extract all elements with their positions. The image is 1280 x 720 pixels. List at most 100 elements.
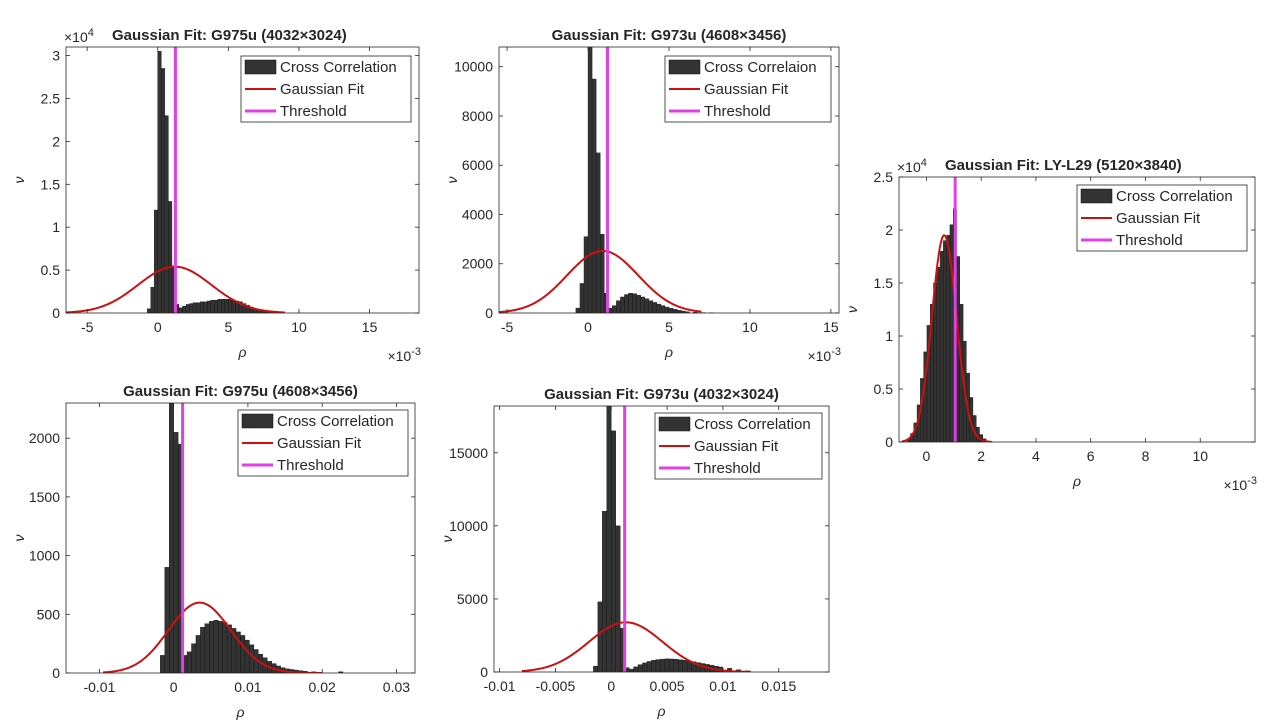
chart-panel-5: -0.01 -0.005 0 0.005 0.01 0.015 0 5000 10000 1500… xyxy=(439,386,830,719)
x-tick-label: 0.02 xyxy=(309,679,336,695)
histogram-bar xyxy=(210,299,215,313)
x-tick-label: -5 xyxy=(81,319,94,335)
y-tick-label: 500 xyxy=(37,606,61,622)
legend-label: Cross Correlation xyxy=(280,59,397,76)
histogram-bar xyxy=(203,301,208,313)
chart-title: Gaussian Fit: G973u (4032×3024) xyxy=(544,386,779,403)
y-tick-label: 15000 xyxy=(449,445,488,461)
axes-box xyxy=(898,176,1256,443)
gaussian-fit-curve xyxy=(521,621,751,672)
x-tick-label: 6 xyxy=(1087,448,1095,464)
histogram-bar xyxy=(632,293,637,313)
y-axis-label: ν xyxy=(444,177,460,184)
histogram-bar xyxy=(660,658,666,672)
legend-swatch-histogram xyxy=(1080,188,1113,204)
y-tick-label: 0 xyxy=(480,664,488,680)
y-axis-label: ν xyxy=(11,177,27,184)
histogram-bar xyxy=(612,305,617,313)
y-tick-label: 1 xyxy=(52,219,60,235)
histogram-bar xyxy=(628,668,634,672)
histogram-bar xyxy=(615,525,621,672)
legend: Cross Correlation Gaussian Fit Threshold xyxy=(237,409,409,477)
y-tick-label: 3 xyxy=(52,48,60,64)
histogram-bar xyxy=(644,298,649,313)
chart-panel-4: -0.01 0 0.01 0.02 0.03 0 500 1000 1500 2000 ρ ν Gaus… xyxy=(11,383,416,720)
y-tick-label: 2000 xyxy=(29,430,60,446)
histogram-bar xyxy=(575,307,581,313)
x-tick-label: 0 xyxy=(154,319,162,335)
legend-label: Gaussian Fit xyxy=(1116,210,1201,227)
y-tick-label: 0 xyxy=(52,665,60,681)
histogram-bar xyxy=(189,303,194,313)
y-axis-label: ν xyxy=(11,535,27,542)
x-tick-label: 8 xyxy=(1142,448,1150,464)
histogram-bar xyxy=(240,635,246,673)
y-tick-label: 8000 xyxy=(462,108,493,124)
plot-content xyxy=(901,177,993,442)
legend-label: Threshold xyxy=(704,103,771,120)
histogram-bar xyxy=(213,619,219,673)
histogram-bar xyxy=(640,296,645,313)
y-tick-label: 2.5 xyxy=(874,169,894,185)
legend: Cross Correlation Gaussian Fit Threshold xyxy=(654,412,823,480)
y-tick-label: 0 xyxy=(52,305,60,321)
histogram-bar xyxy=(191,643,197,673)
x-tick-label: 5 xyxy=(224,319,232,335)
histogram-bar xyxy=(597,601,603,672)
histogram-bar xyxy=(579,283,585,313)
x-axis-multiplier: ×10-3 xyxy=(807,346,841,364)
histogram-bar xyxy=(673,659,679,672)
histogram-bar xyxy=(651,660,657,672)
y-tick-label: 5000 xyxy=(457,591,488,607)
histogram-bar xyxy=(200,627,206,673)
gaussian-fit-curve xyxy=(499,249,702,313)
legend-label: Threshold xyxy=(694,460,761,477)
histogram-bar xyxy=(660,305,666,313)
histogram-bar xyxy=(244,639,250,673)
y-tick-label: 2000 xyxy=(462,256,493,272)
histogram-bar xyxy=(154,209,158,313)
histogram-bar xyxy=(182,305,187,313)
chart-title: Gaussian Fit: G975u (4608×3456) xyxy=(123,383,358,400)
y-tick-label: 1.5 xyxy=(874,275,894,291)
histogram-bar xyxy=(642,662,648,672)
histogram-bar xyxy=(222,622,228,673)
histogram-bar xyxy=(218,621,223,673)
histogram-bar xyxy=(664,306,670,313)
y-tick-label: 0.5 xyxy=(874,381,894,397)
legend-label: Threshold xyxy=(277,457,344,474)
histogram-bar xyxy=(620,296,625,313)
histogram-bar xyxy=(186,651,192,673)
histogram-bar xyxy=(672,309,678,313)
histogram-bar xyxy=(226,624,232,673)
y-tick-label: 2 xyxy=(52,133,60,149)
legend-label: Threshold xyxy=(1116,232,1183,249)
x-axis-label: ρ xyxy=(656,703,665,719)
histogram-bar xyxy=(591,78,597,313)
histogram-bar xyxy=(669,658,674,672)
legend-swatch-histogram xyxy=(668,59,701,75)
chart-title: Gaussian Fit: G975u (4032×3024) xyxy=(112,27,347,44)
x-tick-label: 4 xyxy=(1032,448,1040,464)
x-tick-label: 0.01 xyxy=(709,678,736,694)
plot-content xyxy=(66,47,285,313)
histogram-bar xyxy=(616,300,621,313)
x-tick-label: 10 xyxy=(742,319,758,335)
histogram-bar xyxy=(933,282,937,442)
histogram-bar xyxy=(936,266,941,442)
y-tick-label: 0 xyxy=(885,434,893,450)
histogram-bar xyxy=(646,661,652,672)
y-tick-label: 1000 xyxy=(29,548,60,564)
legend-label: Cross Correlation xyxy=(1116,188,1233,205)
axes-box xyxy=(493,405,830,673)
legend-label: Gaussian Fit xyxy=(704,81,789,98)
histogram-bar xyxy=(209,621,214,673)
histogram-bar xyxy=(161,68,166,313)
histogram-bar xyxy=(602,511,607,672)
histogram-bar xyxy=(656,303,662,313)
axes-box xyxy=(65,46,420,314)
x-tick-label: 0 xyxy=(170,679,178,695)
histogram-bar xyxy=(611,430,616,672)
legend-label: Cross Correlation xyxy=(694,416,811,433)
y-axis-label: ν xyxy=(844,306,860,313)
